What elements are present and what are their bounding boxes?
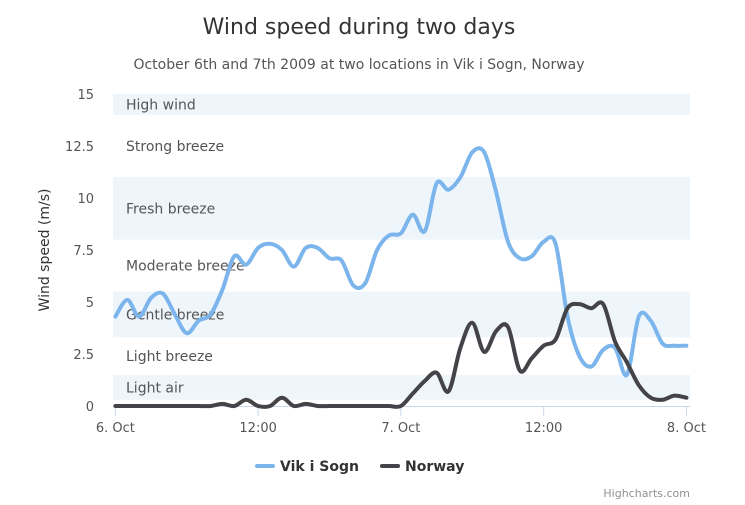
chart-title: Wind speed during two days <box>203 15 516 40</box>
credits-link[interactable]: Highcharts.com <box>603 487 690 500</box>
x-tick-label: 12:00 <box>525 421 562 436</box>
plot-band-6 <box>113 94 690 115</box>
series-line-1[interactable] <box>113 300 689 409</box>
x-tick-label: 8. Oct <box>667 421 706 436</box>
legend[interactable]: Vik i Sogn Norway <box>255 459 464 475</box>
legend-label: Norway <box>405 459 464 475</box>
series-lines <box>113 146 689 409</box>
y-tick-label: 0 <box>86 400 94 415</box>
legend-item-1[interactable]: Norway <box>380 459 464 475</box>
band-label-4: Fresh breeze <box>126 201 215 217</box>
y-axis-ticks: 0 2.5 5 7.5 10 12.5 15 <box>65 88 94 415</box>
band-label-3: Moderate breeze <box>126 259 245 275</box>
x-tick-label: 7. Oct <box>381 421 420 436</box>
series-line-0[interactable] <box>113 146 689 378</box>
y-axis-title: Wind speed (m/s) <box>37 189 53 312</box>
x-tick-label: 6. Oct <box>96 421 135 436</box>
chart-subtitle: October 6th and 7th 2009 at two location… <box>133 57 584 73</box>
band-label-6: High wind <box>126 97 196 113</box>
y-tick-label: 7.5 <box>73 244 94 259</box>
y-tick-label: 15 <box>77 88 94 103</box>
legend-item-0[interactable]: Vik i Sogn <box>255 459 359 475</box>
band-label-1: Light breeze <box>126 349 213 365</box>
x-axis: 6. Oct 12:00 7. Oct 12:00 8. Oct <box>96 406 706 436</box>
plot-band-0 <box>113 374 690 400</box>
plot-bands <box>113 94 690 400</box>
y-tick-label: 2.5 <box>73 348 94 363</box>
legend-label: Vik i Sogn <box>280 459 359 475</box>
band-label-5: Strong breeze <box>126 139 224 155</box>
y-tick-label: 10 <box>77 192 94 207</box>
y-tick-label: 5 <box>86 296 94 311</box>
x-tick-label: 12:00 <box>239 421 276 436</box>
band-label-0: Light air <box>126 380 184 396</box>
y-tick-label: 12.5 <box>65 140 94 155</box>
